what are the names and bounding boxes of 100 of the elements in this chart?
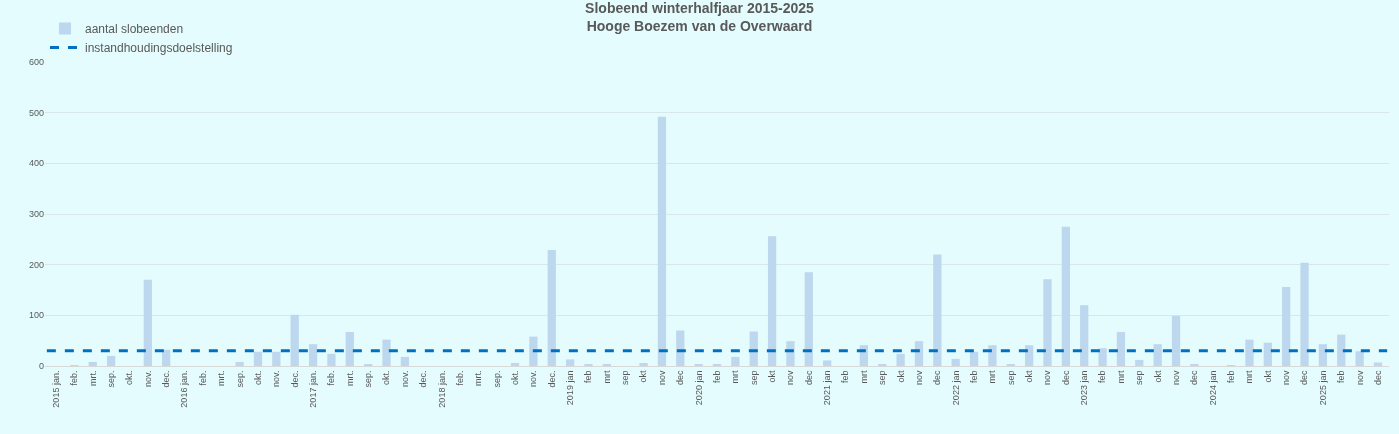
x-tick-label: nov — [785, 370, 796, 386]
x-tick-label: okt — [767, 370, 778, 383]
bar — [1171, 315, 1181, 366]
x-tick-label: mrt. — [87, 370, 98, 387]
x-tick-label: mrt — [858, 370, 869, 384]
bar — [327, 353, 336, 366]
bar — [1282, 286, 1291, 366]
y-tick-label: 300 — [28, 209, 44, 220]
x-tick-label: nov. — [399, 370, 410, 387]
x-tick-label: dec — [803, 370, 814, 386]
bar — [731, 356, 740, 366]
x-tick-label: mrt. — [473, 370, 484, 387]
x-tick-label: sep. — [491, 370, 502, 388]
x-tick-label: feb — [840, 370, 851, 384]
x-tick-label: nov. — [271, 370, 282, 387]
x-tick-label: sep — [1134, 370, 1145, 386]
bar — [1025, 345, 1034, 366]
x-tick-label: feb — [968, 370, 979, 384]
bar — [767, 236, 777, 366]
chart-subtitle: Hooge Boezem van de Overwaard — [586, 18, 813, 35]
bar — [988, 345, 997, 366]
x-tick-label: 2019 jan — [565, 370, 576, 406]
bar — [657, 116, 667, 366]
x-tick-label: mrt — [730, 370, 741, 384]
bar — [1043, 279, 1052, 366]
x-tick-label: 2022 jan — [950, 370, 961, 406]
x-tick-label: dec — [1060, 370, 1071, 386]
x-tick-label: feb — [711, 370, 722, 384]
x-tick-label: mrt — [987, 370, 998, 384]
bar — [1318, 344, 1328, 366]
bar — [712, 363, 722, 366]
bar — [602, 363, 611, 366]
bar — [896, 353, 905, 366]
bar — [1153, 344, 1162, 366]
bar — [1373, 362, 1383, 366]
bar — [1080, 305, 1089, 366]
x-tick-label: 2023 jan — [1079, 370, 1090, 406]
bar — [804, 272, 813, 366]
x-tick-label: dec. — [418, 370, 429, 388]
x-tick-label: okt. — [381, 370, 392, 386]
x-tick-label: 2025 jan — [1317, 370, 1328, 406]
x-tick-label: okt. — [124, 370, 135, 386]
y-tick-label: 200 — [28, 259, 44, 270]
x-tick-label: okt — [638, 370, 649, 383]
x-tick-label: 2015 jan. — [50, 370, 61, 408]
x-tick-label: dec — [1372, 370, 1383, 386]
bar — [1300, 262, 1309, 366]
bar — [272, 351, 281, 366]
y-tick-label: 100 — [28, 310, 44, 321]
bar — [1263, 342, 1272, 366]
x-tick-label: dec — [1189, 370, 1200, 386]
x-tick-label: mrt. — [216, 370, 227, 387]
x-tick-label: dec — [1299, 370, 1310, 386]
bar — [143, 279, 152, 366]
x-tick-label: 2017 jan. — [307, 370, 318, 408]
x-tick-label: dec. — [546, 370, 557, 388]
bar — [1135, 359, 1144, 366]
y-tick-label: 500 — [28, 107, 44, 118]
x-tick-label: feb. — [197, 370, 208, 386]
x-tick-label: mrt — [601, 370, 612, 384]
bar — [1116, 332, 1126, 366]
bar — [253, 351, 263, 366]
bar — [1337, 334, 1346, 366]
bar — [933, 254, 942, 366]
x-tick-label: nov — [1042, 370, 1053, 386]
bar — [400, 356, 409, 366]
bar — [1245, 339, 1254, 366]
y-tick-label: 400 — [28, 158, 44, 169]
bar — [308, 344, 318, 366]
bar — [345, 332, 354, 366]
x-tick-label: feb — [1336, 370, 1347, 384]
bar — [639, 362, 648, 366]
bar — [914, 341, 924, 366]
x-tick-label: feb — [583, 370, 594, 384]
x-tick-label: mrt. — [344, 370, 355, 387]
x-tick-label: sep. — [363, 370, 374, 388]
x-tick-label: mrt — [1244, 370, 1255, 384]
bar — [969, 351, 979, 366]
x-tick-label: dec. — [289, 370, 300, 388]
bar — [823, 360, 832, 366]
x-tick-label: okt. — [252, 370, 263, 386]
bar — [951, 358, 960, 366]
x-tick-label: nov — [913, 370, 924, 386]
x-tick-label: nov. — [528, 370, 539, 387]
bar — [565, 359, 575, 366]
bar — [382, 339, 391, 366]
legend-label: aantal slobeenden — [85, 22, 184, 37]
x-tick-label: dec — [675, 370, 686, 386]
x-tick-label: nov — [1354, 370, 1365, 386]
x-tick-label: okt — [895, 370, 906, 383]
y-tick-label: 0 — [38, 361, 44, 372]
x-tick-label: nov — [1281, 370, 1292, 386]
bar — [235, 361, 244, 366]
x-tick-label: dec. — [161, 370, 172, 388]
x-tick-label: okt — [1262, 370, 1273, 383]
bar — [88, 361, 97, 366]
x-tick-label: okt — [1152, 370, 1163, 383]
bar — [510, 362, 520, 366]
x-tick-label: nov — [656, 370, 667, 386]
x-tick-label: nov — [1170, 370, 1181, 386]
